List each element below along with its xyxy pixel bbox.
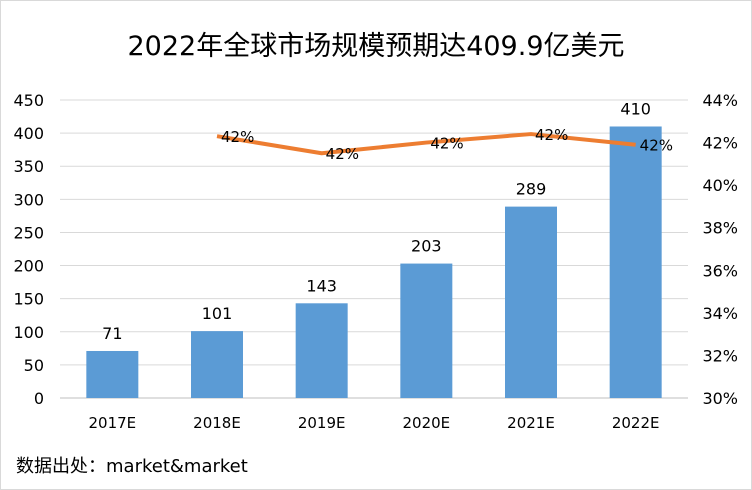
line-series <box>216 132 636 156</box>
bar-value-label: 289 <box>516 180 547 199</box>
x-tick-label: 2018E <box>193 414 241 432</box>
y2-tick-label: 36% <box>702 261 738 280</box>
y-tick-label: 350 <box>13 157 44 176</box>
y-tick-label: 100 <box>13 323 44 342</box>
line-value-label: 42% <box>221 128 254 146</box>
y-tick-label: 250 <box>13 223 44 242</box>
bar-value-label: 410 <box>620 99 651 118</box>
line-value-label: 42% <box>535 126 568 144</box>
y2-tick-label: 42% <box>702 134 738 153</box>
bar-value-label: 143 <box>306 276 337 295</box>
x-tick-label: 2020E <box>403 414 451 432</box>
source-note: 数据出处：market&market <box>16 456 248 477</box>
line-value-label: 42% <box>430 135 463 153</box>
bar-value-label: 71 <box>102 324 122 343</box>
y-tick-label: 50 <box>24 356 44 375</box>
y2-tick-label: 38% <box>702 219 738 238</box>
y-tick-label: 300 <box>13 190 44 209</box>
y-tick-label: 0 <box>34 389 44 408</box>
y2-tick-label: 44% <box>702 91 738 110</box>
y2-tick-label: 30% <box>702 389 738 408</box>
y-tick-label: 200 <box>13 257 44 276</box>
y-tick-label: 150 <box>13 290 44 309</box>
x-tick-label: 2021E <box>507 414 555 432</box>
line-value-label: 42% <box>640 137 673 155</box>
x-tick-label: 2017E <box>89 414 137 432</box>
y2-tick-label: 32% <box>702 346 738 365</box>
x-tick-label: 2019E <box>298 414 346 432</box>
bar <box>295 303 348 398</box>
bar <box>400 263 453 398</box>
bar-value-label: 203 <box>411 237 442 256</box>
chart-title: 2022年全球市场规模预期达409.9亿美元 <box>127 31 625 62</box>
y2-tick-label: 40% <box>702 176 738 195</box>
bar <box>505 206 557 398</box>
line-value-label: 42% <box>326 145 359 163</box>
y-tick-label: 400 <box>13 124 44 143</box>
bar <box>609 126 662 398</box>
y2-tick-label: 34% <box>702 304 738 323</box>
x-tick-label: 2022E <box>612 414 660 432</box>
bar <box>191 331 243 398</box>
bar-value-label: 101 <box>202 304 233 323</box>
bar <box>86 350 139 398</box>
y-tick-label: 450 <box>13 91 44 110</box>
